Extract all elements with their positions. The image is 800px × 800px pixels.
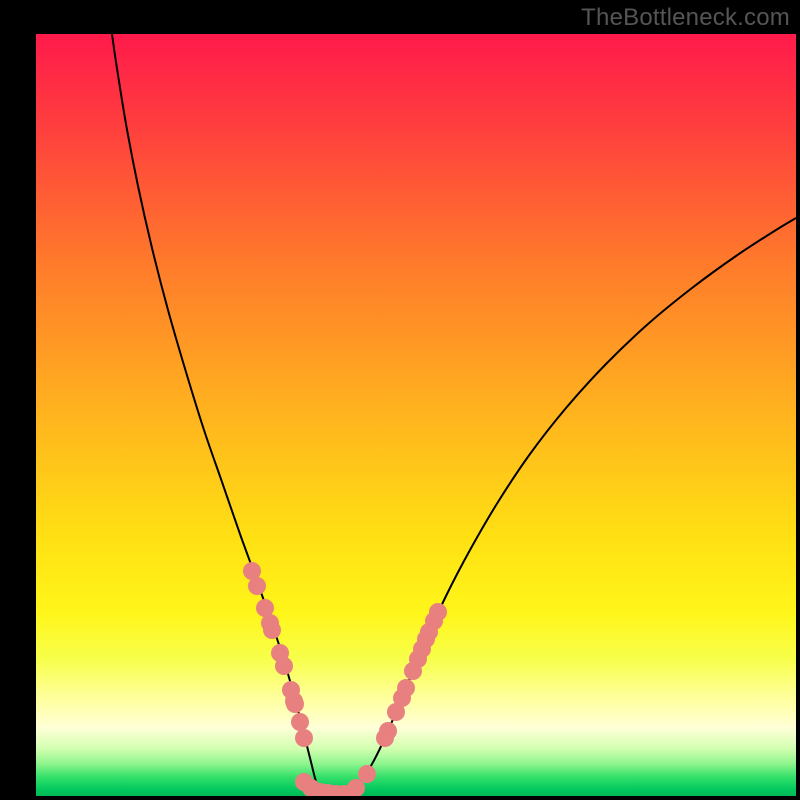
data-point bbox=[295, 729, 313, 747]
watermark-text: TheBottleneck.com bbox=[581, 4, 790, 32]
data-point bbox=[275, 657, 293, 675]
data-point bbox=[291, 713, 309, 731]
data-point bbox=[286, 695, 304, 713]
data-point bbox=[429, 603, 447, 621]
gradient-background bbox=[36, 34, 796, 796]
data-point bbox=[379, 722, 397, 740]
chart-svg bbox=[36, 34, 796, 796]
data-point bbox=[358, 765, 376, 783]
data-point bbox=[248, 577, 266, 595]
plot-area bbox=[36, 34, 796, 796]
data-point bbox=[397, 679, 415, 697]
data-point bbox=[263, 621, 281, 639]
